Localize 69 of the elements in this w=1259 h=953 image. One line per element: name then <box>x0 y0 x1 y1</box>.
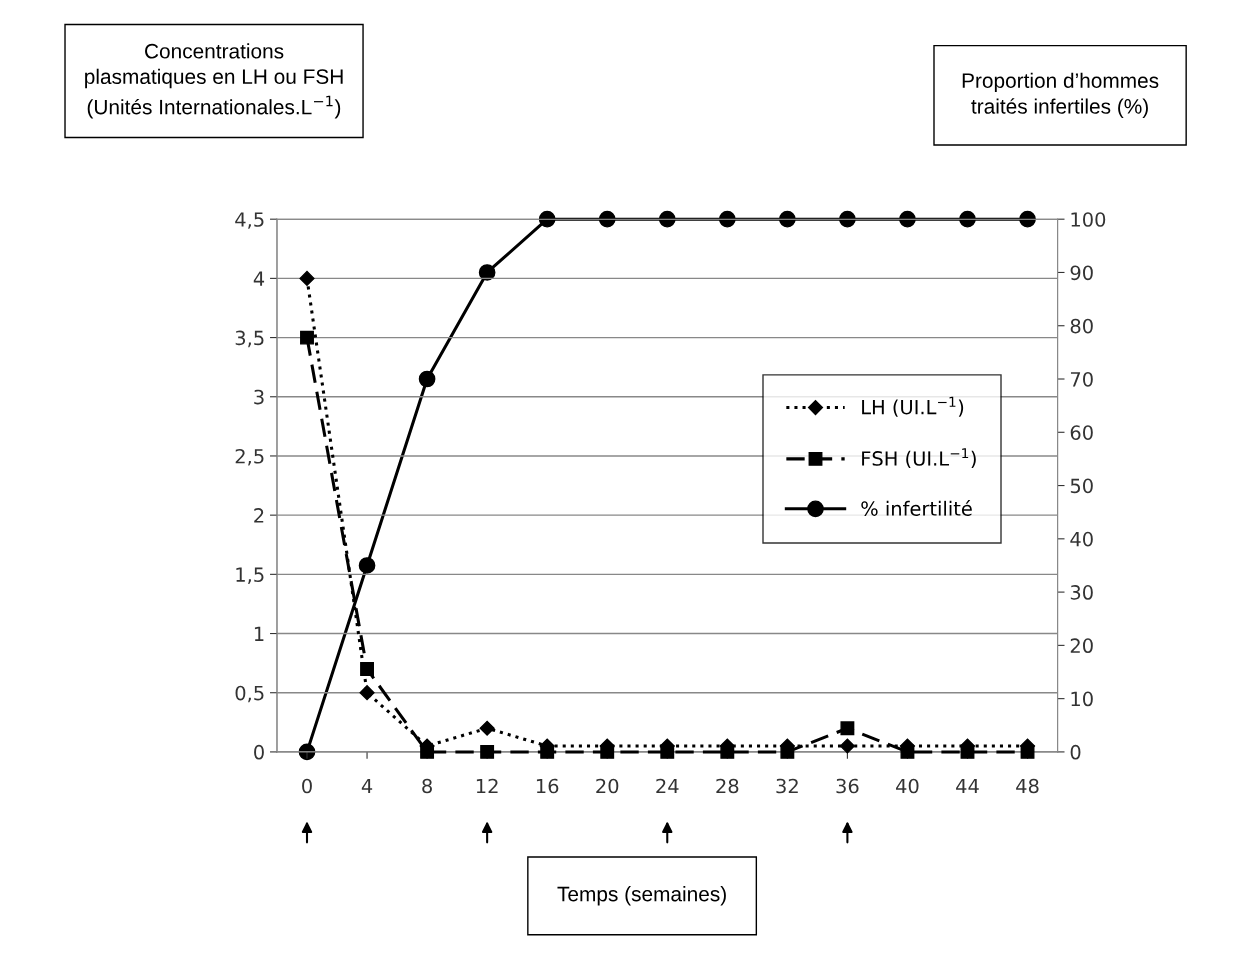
y-tick-label: 4,5 <box>235 212 264 229</box>
y-tick-label: 0,5 <box>235 685 264 703</box>
point <box>540 744 555 759</box>
point <box>1019 210 1036 228</box>
y2-tick-label: 100 <box>1071 212 1106 227</box>
y2-tick-label: 10 <box>1071 691 1093 707</box>
y2-tick-label: 30 <box>1070 585 1093 600</box>
point <box>418 370 436 388</box>
point <box>600 744 615 759</box>
y-tick-label: 2,5 <box>235 448 264 466</box>
x-tick-label: 8 <box>422 778 432 794</box>
point <box>480 744 495 759</box>
point <box>359 685 375 701</box>
point <box>420 744 435 759</box>
x-tick-label: 48 <box>1016 778 1039 794</box>
point <box>718 210 736 228</box>
point <box>900 744 915 759</box>
y-tick-label: 1,5 <box>236 567 264 584</box>
point <box>839 210 856 228</box>
x-tick-label: 36 <box>836 778 859 794</box>
y-tick-label: 4 <box>253 271 265 286</box>
y2-tick-label: 50 <box>1070 478 1093 494</box>
legend-label: % infertilité <box>861 500 972 516</box>
point <box>840 721 855 736</box>
point <box>660 744 675 759</box>
point <box>538 210 556 228</box>
x-tick-label: 32 <box>776 778 798 794</box>
point <box>358 557 376 574</box>
point <box>300 330 314 345</box>
x-tick-label: 40 <box>896 778 919 794</box>
y2-tick-label: 40 <box>1070 531 1093 547</box>
point <box>839 738 855 754</box>
point <box>479 720 495 736</box>
x-tick-label: 0 <box>302 778 312 794</box>
point <box>960 744 975 759</box>
y2-tick-label: 80 <box>1070 318 1093 334</box>
point <box>299 270 315 286</box>
legend-label: FSH (UI.L$^{−1}$) <box>862 448 976 469</box>
point <box>780 744 795 759</box>
point <box>598 210 616 228</box>
x-tick-label: 24 <box>656 778 679 794</box>
y-tick-label: 0 <box>254 744 264 760</box>
y-axis-title: Concentrations plasmatiques en LH ou FSH (Unités Internationales.L$^{−1}$) <box>85 43 343 119</box>
point <box>959 210 976 228</box>
x-tick-label: 16 <box>536 778 559 794</box>
point <box>658 210 676 228</box>
legend-label: LH (UI.L$^{−1}$) <box>862 396 964 417</box>
y-tick-label: 3 <box>254 389 264 405</box>
point <box>1020 744 1035 759</box>
x-axis-title: Temps (semaines) <box>557 886 726 906</box>
y2-tick-label: 70 <box>1070 371 1093 387</box>
x-tick-label: 20 <box>596 778 619 794</box>
y2-tick-label: 20 <box>1070 638 1093 654</box>
y-tick-label: 1 <box>254 626 264 641</box>
y2-tick-label: 0 <box>1070 744 1081 760</box>
y2-tick-label: 60 <box>1070 425 1093 440</box>
y2-axis-title: Proportion d’hommes traités infertiles (%) <box>962 72 1159 118</box>
y-tick-label: 3,5 <box>235 330 264 348</box>
x-tick-label: 44 <box>956 778 979 794</box>
y2-tick-label: 90 <box>1070 265 1093 281</box>
point <box>720 744 735 759</box>
point <box>899 210 916 228</box>
point <box>478 264 496 281</box>
y-tick-label: 2 <box>254 508 264 523</box>
x-tick-label: 4 <box>361 778 373 794</box>
x-tick-label: 12 <box>476 778 498 794</box>
point <box>360 662 374 676</box>
x-tick-label: 28 <box>716 778 739 794</box>
point <box>779 210 796 228</box>
